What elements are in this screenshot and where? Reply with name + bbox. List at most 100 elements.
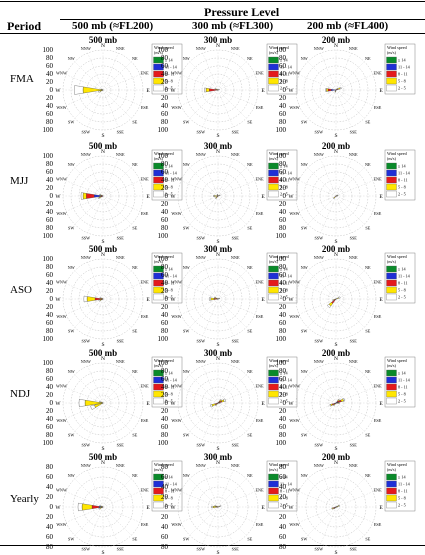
direction-label: SE [365,329,370,334]
radial-tick-label: 60 [279,319,287,327]
direction-label: NW [183,265,190,270]
legend-swatch [387,184,397,190]
direction-label: E [146,194,150,200]
grid-spoke [103,90,140,105]
row-label-aso: ASO [10,284,32,296]
direction-label: SW [301,120,307,125]
grid-spoke [299,284,336,299]
direction-label: ESE [141,418,149,423]
grid-spoke [218,403,233,440]
direction-label: N [216,252,220,258]
direction-label: WNW [56,71,67,76]
grid-spoke [218,470,233,507]
radial-tick-label: 80 [279,160,287,168]
direction-label: NNW [81,152,91,157]
radial-tick-label: 60 [279,168,287,176]
grid-spoke [203,53,218,90]
radial-tick-label: 100 [43,439,54,447]
radial-tick-label: 0 [165,86,169,94]
grid-spoke [336,196,364,224]
radial-tick-label: 100 [276,359,287,367]
direction-label: WSW [289,105,299,110]
direction-label: WNW [289,280,300,285]
grid-spoke [103,507,140,522]
radial-tick-label: 60 [46,62,54,70]
radial-tick-label: 20 [161,303,169,311]
direction-label: E [261,88,265,94]
direction-label: SSE [232,546,240,551]
radial-tick-label: 40 [161,176,169,184]
direction-label: SSW [314,442,323,447]
radial-tick-label: 100 [158,439,169,447]
direction-label: NW [68,473,75,478]
radial-tick-label: 20 [46,287,54,295]
direction-label: E [379,505,383,511]
direction-label: NW [301,473,308,478]
radial-tick-label: 40 [161,523,169,531]
petal-w [213,195,214,197]
grid-spoke [336,375,364,403]
radial-tick-label: 60 [279,473,287,481]
grid-spoke [103,196,131,224]
grid-spoke [203,159,218,196]
petal-w [79,399,85,407]
radial-tick-label: 0 [50,503,54,511]
radial-tick-label: 80 [279,463,287,471]
direction-label: SSW [81,235,90,240]
petal-wnw [214,297,215,298]
radial-tick-label: 20 [279,493,287,501]
radial-tick-label: 100 [158,255,169,263]
direction-label: N [334,149,338,155]
grid-spoke [75,62,103,90]
petal-ene [337,195,338,196]
radial-tick-label: 40 [161,383,169,391]
grid-spoke [181,75,218,90]
direction-label: SE [247,226,252,231]
direction-label: SSE [350,235,358,240]
direction-label: NNE [116,46,125,51]
grid-spoke [75,271,103,299]
direction-label: SSE [232,235,240,240]
grid-spoke [103,53,118,90]
radial-tick-label: 100 [158,359,169,367]
direction-label: ENE [141,177,150,182]
legend-swatch [387,191,397,197]
direction-label: SE [365,537,370,542]
legend-swatch [269,370,279,376]
direction-label: WSW [56,314,66,319]
direction-label: N [216,43,220,49]
legend-label: 8 - 11 [398,178,408,183]
grid-spoke [103,507,118,544]
legend-swatch [269,398,279,404]
radial-tick-label: 40 [279,176,287,184]
legend-swatch [269,377,279,383]
radial-tick-label: 80 [161,224,169,232]
direction-label: SW [183,226,189,231]
grid-spoke [336,299,351,336]
legend-swatch [269,177,279,183]
petal-wsw [332,300,333,301]
legend-label: ≥ 14 [398,475,406,480]
direction-label: WNW [56,488,67,493]
direction-label: ENE [256,71,265,76]
grid-spoke [103,299,140,314]
radial-tick-label: 80 [161,263,169,271]
legend-label: 2 - 5 [398,399,406,404]
row-label-fma: FMA [10,73,34,85]
direction-label: WSW [289,418,299,423]
legend-unit: (m/s) [269,467,278,472]
radial-tick-label: 80 [279,224,287,232]
direction-label: E [146,505,150,511]
direction-label: N [101,149,105,155]
grid-spoke [190,507,218,535]
direction-label: SSW [81,129,90,134]
radial-tick-label: 40 [279,102,287,110]
grid-spoke [103,90,131,118]
legend-swatch [269,170,279,176]
radial-tick-label: 100 [43,255,54,263]
grid-spoke [321,196,336,233]
legend-label: 8 - 11 [398,489,408,494]
legend-label: 5 - 8 [398,79,406,84]
direction-label: ENE [141,384,150,389]
direction-label: SE [132,329,137,334]
